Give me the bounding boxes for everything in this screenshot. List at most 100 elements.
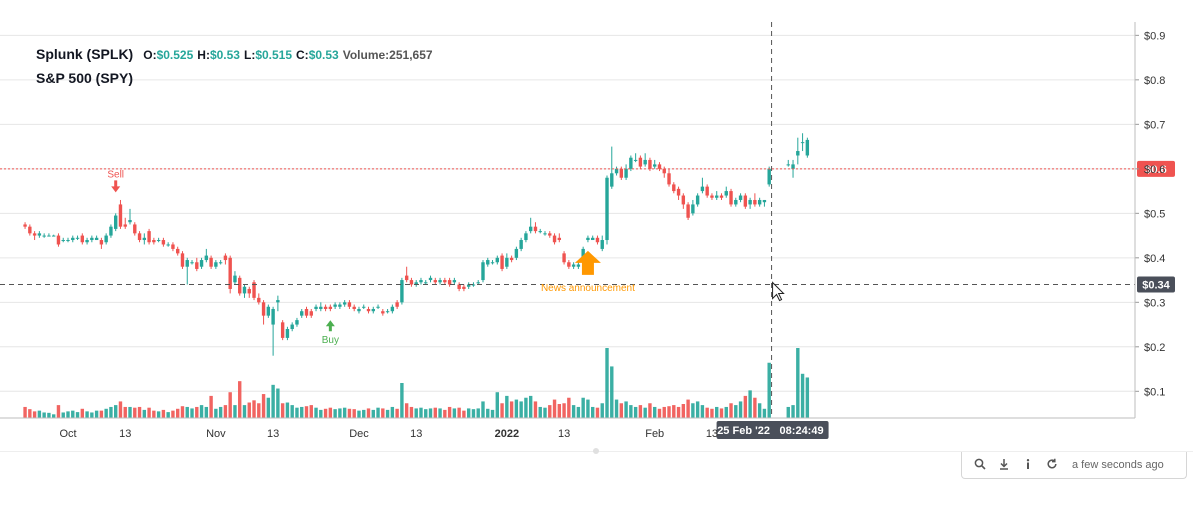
symbol-name[interactable]: Splunk (SPLK)	[36, 46, 134, 62]
volume-bar	[166, 412, 170, 418]
compare-symbol[interactable]: S&P 500 (SPY)	[36, 70, 134, 86]
sell-marker-label: Sell	[107, 169, 124, 180]
candle-body	[466, 284, 471, 287]
volume-bar	[247, 402, 251, 418]
volume-bar	[94, 410, 99, 418]
volume-bar	[209, 395, 213, 418]
candle-body	[385, 311, 390, 313]
candle-body	[314, 306, 318, 309]
volume-bar	[757, 403, 762, 418]
volume-bar	[199, 405, 204, 418]
candle-body	[710, 195, 714, 198]
volume-bar	[390, 406, 395, 418]
volume-bar	[395, 408, 399, 418]
volume-bar	[242, 405, 247, 418]
crosshair-time-label: 08:24:49	[780, 425, 824, 437]
volume-bar	[238, 381, 242, 418]
volume-bar	[156, 411, 161, 418]
volume-bar	[276, 388, 280, 418]
candle-body	[371, 308, 375, 312]
candle-body	[767, 168, 771, 185]
candle-body	[404, 275, 409, 281]
candle-body	[128, 220, 132, 223]
candle-body	[438, 280, 442, 283]
volume-bar	[653, 406, 657, 418]
volume-bar	[576, 406, 581, 418]
volume-bar	[409, 406, 414, 418]
candle-body	[734, 199, 738, 205]
candle-body	[75, 237, 80, 239]
volume-bar	[657, 408, 662, 418]
info-icon[interactable]	[1016, 458, 1040, 473]
volume-bar	[514, 399, 519, 418]
candle-body	[295, 320, 299, 325]
candle-body	[347, 302, 352, 307]
download-icon[interactable]	[992, 458, 1016, 473]
candle-body	[166, 244, 170, 246]
candle-body	[567, 262, 571, 267]
volume-bar	[505, 395, 509, 418]
candle-body	[32, 233, 37, 236]
volume-bar	[700, 405, 705, 418]
volume-bar	[171, 410, 175, 418]
candle-body	[51, 235, 56, 237]
time-axis[interactable]: Oct 13 Nov 13 Dec 13 2022 13 Feb 13	[0, 417, 1135, 440]
volume-bar	[490, 409, 495, 418]
price-tick-label: $0.4	[1144, 253, 1165, 265]
volume-bar	[528, 395, 533, 418]
candle-body	[276, 300, 280, 303]
candle-body	[672, 184, 676, 192]
candle-body	[323, 306, 328, 309]
crosshair-price-label: $0.34	[1142, 280, 1170, 292]
candle-body	[362, 306, 366, 308]
candle-body	[624, 168, 628, 178]
buy-marker-label: Buy	[322, 335, 339, 346]
candle-body	[605, 177, 609, 241]
volume-bar	[800, 373, 805, 418]
volume-bar	[428, 408, 433, 418]
candle-body	[700, 186, 705, 192]
time-tick-label: 13	[410, 428, 422, 440]
search-icon[interactable]	[968, 458, 992, 473]
candle-body	[610, 173, 614, 187]
candle-body	[271, 308, 275, 325]
volume-bar	[562, 403, 566, 418]
price-chart[interactable]: $0.6 $0.34 25 Feb '22 08:24:49 Sell Buy News a…	[0, 0, 1193, 452]
candle-body	[90, 237, 94, 241]
refresh-icon[interactable]	[1040, 458, 1064, 473]
volume-bar	[600, 403, 604, 418]
volume-bar	[791, 405, 795, 418]
volume-bar	[753, 397, 757, 418]
candle-body	[204, 255, 209, 261]
candle-body	[533, 226, 538, 232]
candle-body	[156, 240, 161, 242]
volume-bar	[362, 409, 366, 418]
price-axis[interactable]: $0.1 $0.2 $0.3 $0.4 $0.5 $0.6 $0.7 $0.8 $0.9	[1134, 22, 1165, 418]
close-label: C:	[296, 48, 309, 62]
volume-bar	[691, 403, 695, 418]
candle-body	[390, 306, 395, 312]
candle-body	[23, 224, 27, 227]
time-tick-label: Feb	[645, 428, 664, 440]
candle-body	[142, 237, 147, 241]
sell-arrow-icon	[111, 180, 121, 193]
volume-bar	[533, 401, 538, 418]
candle-body	[424, 282, 428, 284]
last-price-label: $0.6	[1145, 164, 1166, 176]
volume-bar	[471, 409, 476, 418]
candle-body	[252, 282, 256, 298]
time-tick-label: 13	[267, 428, 279, 440]
time-tick-label: 13	[119, 428, 131, 440]
candle-body	[409, 280, 414, 285]
volume-bar	[591, 406, 595, 418]
candle-body	[657, 164, 662, 169]
pager-dot[interactable]	[593, 448, 599, 454]
volume-bar	[314, 407, 318, 418]
volume-bar	[729, 403, 733, 418]
volume-bar	[180, 406, 185, 418]
volume-bar	[99, 410, 104, 418]
candle-body	[376, 306, 380, 308]
volume-bars	[23, 348, 810, 418]
candle-body	[705, 186, 709, 196]
candle-body	[591, 237, 595, 241]
